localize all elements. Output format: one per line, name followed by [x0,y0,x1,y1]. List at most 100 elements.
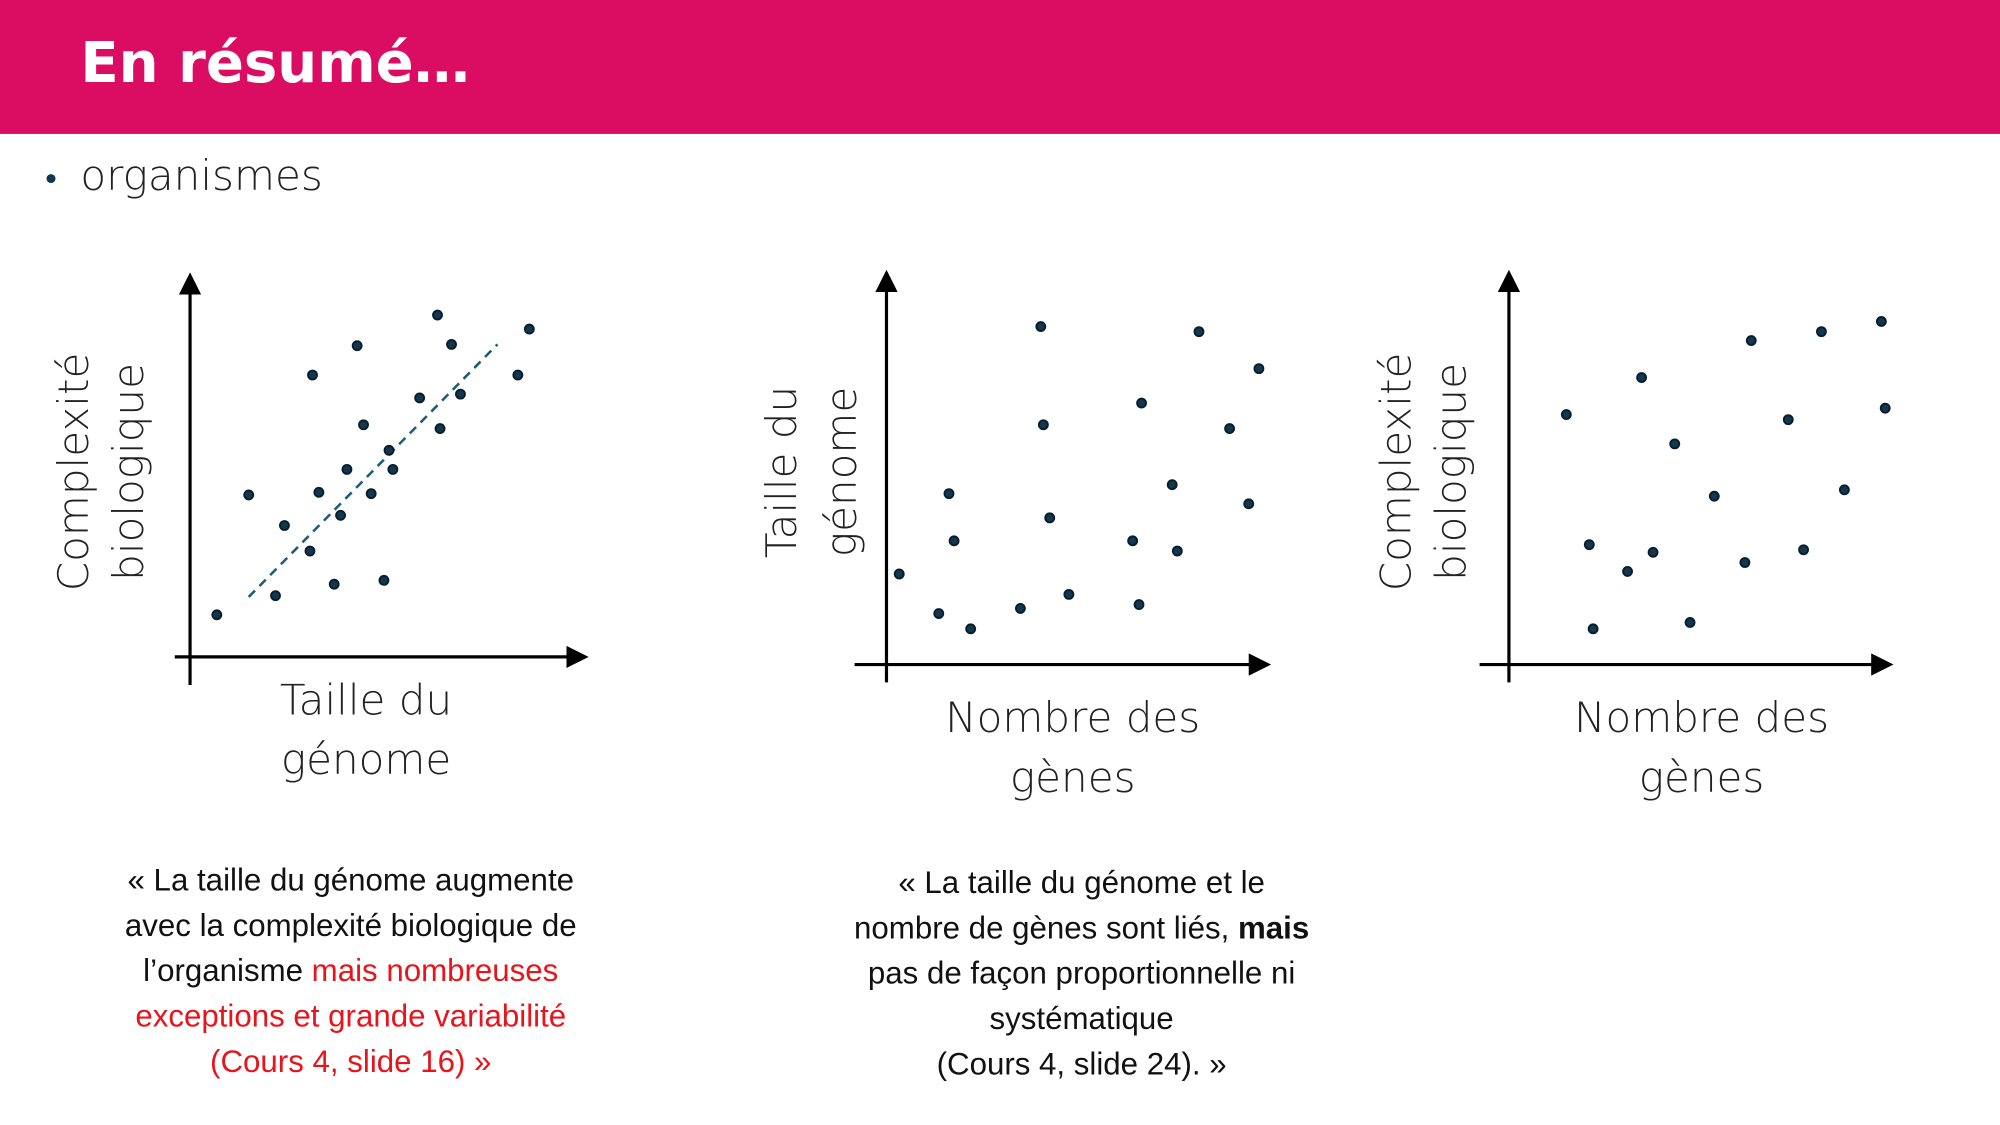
dot [1133,599,1145,611]
dot [1798,544,1809,556]
x-label: Taille du [280,675,452,724]
dots [893,321,1265,635]
quote-segment: avec la complexité biologique de [125,908,577,943]
dot [1647,546,1659,558]
dots [1560,316,1891,635]
dot [523,323,535,335]
y-label: biologique [104,363,153,581]
x-label: Nombre des [1574,693,1829,742]
header-bar [0,0,2000,134]
dot [304,545,316,557]
slide-title: En résumé… [80,31,470,96]
bullet-text: organismes [80,151,322,200]
dot [335,509,346,521]
quote-line: (Cours 4, slide 24). » [937,1047,1227,1082]
dot [351,340,363,352]
plot: Complexité biologique Nombre des gènes [1372,269,1894,802]
quote-segment: « La taille du génome et le [898,865,1265,900]
dot [1166,479,1178,491]
dot [1560,409,1572,420]
quote-line: pas de façon proportionnelle ni [868,956,1295,991]
dot [1243,498,1255,510]
dot [512,369,524,381]
plot: Taille du génome Nombre des gènes [757,269,1272,802]
dot [893,568,905,580]
dot [1622,566,1633,577]
y-label: Complexité [1372,353,1421,592]
dot [1669,438,1681,450]
dots [211,309,535,621]
dot [383,444,395,456]
x-label: gènes [1010,753,1136,802]
dot [1171,545,1183,557]
quote-segment: pas de façon proportionnelle ni [868,956,1295,991]
dot [414,392,426,404]
dot [243,489,255,501]
quote-line: « La taille du génome et le [898,865,1265,900]
dot [1636,372,1648,383]
dot [1253,363,1265,375]
dot [1838,484,1850,496]
dot [1782,414,1794,426]
dot [341,463,353,475]
quote-line: l’organisme mais nombreuses [143,953,558,988]
dot [1745,335,1757,346]
quote-segment: mais nombreuses [312,953,559,988]
dot [279,520,290,531]
quote-segment: systématique [990,1001,1174,1036]
dot [933,608,945,619]
dot [1587,623,1599,635]
dot [328,578,340,590]
dot [1224,423,1236,434]
dot [1583,539,1595,551]
quote-segment: l’organisme [143,953,311,988]
dot [1037,419,1049,431]
plot: Complexité biologique Taille du génome [49,272,589,784]
quote-segment: nombre de gènes sont liés, [854,911,1238,946]
quote-line: systématique [990,1001,1174,1036]
x-label: gènes [1639,753,1765,802]
dot [358,419,369,431]
x-label: génome [281,735,451,784]
x-label: Nombre des [945,693,1200,742]
quote-line: « La taille du génome augmente [128,863,575,898]
dot [434,423,446,434]
dot [432,309,443,321]
dot [948,535,960,547]
dot [1684,617,1696,628]
dot [1879,402,1891,414]
quote-line: exceptions et grande variabilité [135,999,566,1034]
dot [943,488,955,500]
y-label: Complexité [49,353,98,592]
dot [378,574,390,586]
dot [365,488,377,500]
quote-segment: exceptions et grande variabilité [135,999,566,1034]
quote-segment: (Cours 4, slide 16) » [210,1044,491,1079]
dot [211,609,223,621]
trend-line [247,343,499,598]
quotes: « La taille du génome augmente avec la co… [125,863,1309,1082]
dot [455,388,466,400]
dot [965,623,977,635]
dot [387,463,399,475]
y-label: biologique [1427,363,1476,581]
dot [1063,588,1075,600]
dot [1739,557,1751,568]
dot [1136,397,1148,409]
quote-segment: « La taille du génome augmente [128,863,575,898]
dot [313,486,325,498]
dot [307,369,318,381]
y-label: génome [817,387,866,557]
quote-segment: mais [1238,911,1309,946]
dot [1014,602,1026,614]
quote-line: (Cours 4, slide 16) » [210,1044,491,1079]
bullet-dot [46,174,56,184]
dot [1193,326,1205,338]
dot [1708,490,1720,502]
dot [1035,321,1047,332]
dot [270,590,281,602]
quote-line: avec la complexité biologique de [125,908,577,943]
quote-line: nombre de gènes sont liés, mais [854,911,1309,946]
